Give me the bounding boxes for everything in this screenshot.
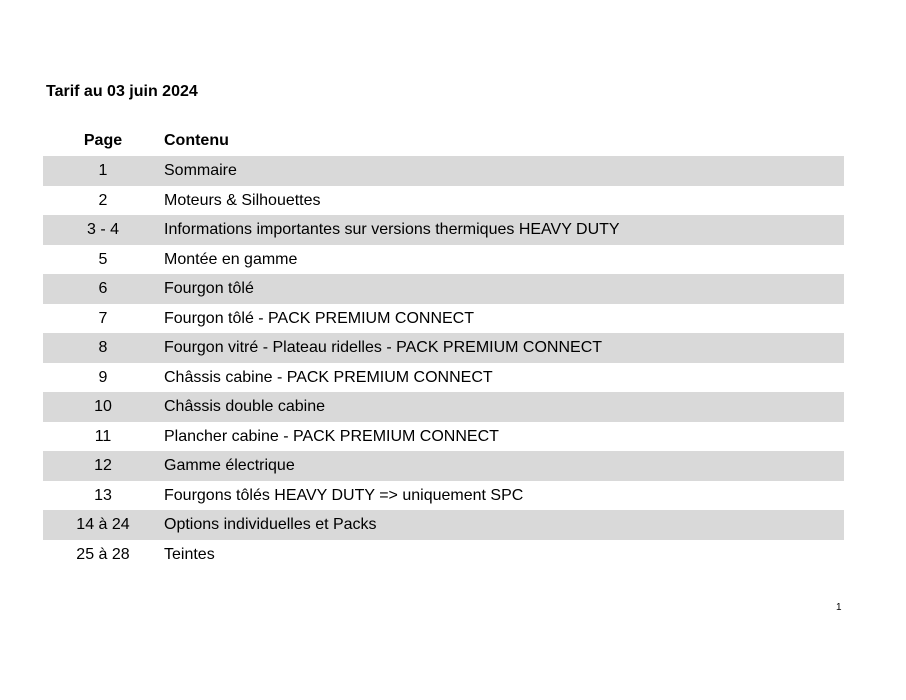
row-page: 14 à 24 [76, 516, 130, 533]
row-page: 5 [98, 250, 108, 268]
table-row: 1 Sommaire [43, 156, 844, 186]
row-page: 1 [98, 162, 108, 179]
table-row: 8 Fourgon vitré - Plateau ridelles - PACK… [43, 333, 844, 363]
row-content: Moteurs & Silhouettes [164, 191, 321, 209]
row-content: Teintes [164, 545, 215, 563]
row-content: Châssis double cabine [164, 398, 325, 415]
row-content: Montée en gamme [164, 250, 298, 268]
row-content: Fourgon tôlé - PACK PREMIUM CONNECT [164, 309, 474, 327]
row-content: Plancher cabine - PACK PREMIUM CONNECT [164, 427, 499, 445]
row-page: 3 - 4 [86, 221, 119, 238]
row-content: Options individuelles et Packs [164, 516, 377, 533]
row-content: Fourgon tôlé [164, 280, 254, 297]
row-content: Informations importantes sur versions th… [164, 221, 620, 238]
table-header: Page Contenu [43, 132, 844, 154]
table-row: 10 Châssis double cabine [43, 392, 844, 422]
row-page: 6 [98, 280, 108, 297]
row-page: 8 [98, 339, 108, 356]
table-row: 9 Châssis cabine - PACK PREMIUM CONNECT [43, 363, 844, 393]
header-content: Contenu [164, 132, 229, 149]
row-content: Fourgons tôlés HEAVY DUTY => uniquement … [164, 486, 524, 504]
table-row: 6 Fourgon tôlé [43, 274, 844, 304]
row-page: 9 [98, 368, 108, 386]
row-content: Gamme électrique [164, 457, 295, 474]
row-content: Fourgon vitré - Plateau ridelles - PACK … [164, 339, 603, 356]
table-row: 25 à 28 Teintes [43, 540, 844, 570]
row-page: 7 [98, 309, 108, 327]
table-row: 5 Montée en gamme [43, 245, 844, 275]
table-row: 14 à 24 Options individuelles et Packs [43, 510, 844, 540]
row-page: 10 [94, 398, 112, 415]
table-row: 7 Fourgon tôlé - PACK PREMIUM CONNECT [43, 304, 844, 334]
table-row: 2 Moteurs & Silhouettes [43, 186, 844, 216]
document-title: Tarif au 03 juin 2024 [46, 83, 198, 100]
table-row: 11 Plancher cabine - PACK PREMIUM CONNECT [43, 422, 844, 452]
row-content: Châssis cabine - PACK PREMIUM CONNECT [164, 368, 493, 386]
row-page: 12 [94, 457, 112, 474]
table-row: 3 - 4 Informations importantes sur versio… [43, 215, 844, 245]
row-content: Sommaire [164, 162, 237, 179]
table-row: 12 Gamme électrique [43, 451, 844, 481]
row-page: 2 [98, 191, 108, 209]
row-page: 13 [94, 486, 112, 504]
header-page: Page [83, 132, 123, 149]
page-number: 1 [836, 602, 842, 613]
row-page: 25 à 28 [76, 545, 130, 563]
contents-table: 1 Sommaire 2 Moteurs & Silhouettes 3 - 4 Info… [43, 156, 844, 569]
row-page: 11 [94, 427, 112, 445]
table-row: 13 Fourgons tôlés HEAVY DUTY => uniquemen… [43, 481, 844, 511]
